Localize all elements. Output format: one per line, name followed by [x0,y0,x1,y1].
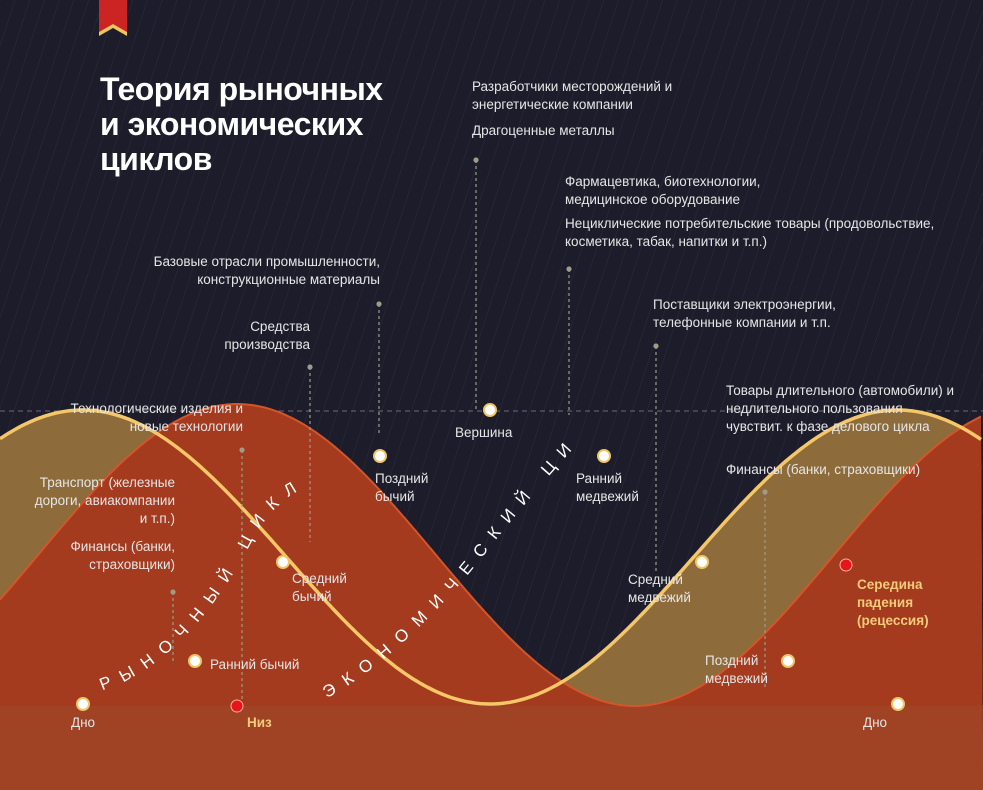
point-early-bull[interactable] [188,654,202,668]
title-line-2: и экономических [100,106,363,142]
sector-pharma: Фармацевтика, биотехнологии, медицинское… [565,174,761,207]
label-bottom-right: Дно [862,715,888,730]
bookmark-icon [99,0,127,32]
label-economic-recession: Середина падения (рецессия) [857,577,929,628]
title-line-3: циклов [100,141,212,177]
label-bottom-left: Дно [70,715,96,730]
label-early-bull: Ранний бычий [210,657,300,672]
point-mid-bull[interactable] [276,555,290,569]
sector-metals: Драгоценные металлы [472,123,615,138]
label-late-bull: Поздний бычий [375,471,429,504]
label-early-bear: Ранний медвежий [576,471,639,504]
bottom-band [0,706,983,790]
economic-cycle-line [0,403,982,707]
point-economic-trough[interactable] [230,699,244,713]
label-peak: Вершина [455,425,513,440]
label-late-bear: Поздний медвежий [705,653,768,686]
title-line-1: Теория рыночных [100,71,383,107]
point-bottom-right[interactable] [891,697,905,711]
point-early-bear[interactable] [597,449,611,463]
point-mid-bear[interactable] [695,555,709,569]
page-title: Теория рыночных и экономических циклов [100,72,420,177]
sector-durables: Товары длительного (автомобили) и недлит… [726,383,955,434]
point-peak[interactable] [483,403,497,417]
point-bottom-left[interactable] [76,697,90,711]
connector-lines [172,160,766,700]
market-cycle-points [76,403,905,711]
label-mid-bull: Средний бычий [292,571,347,604]
point-late-bear[interactable] [781,654,795,668]
connector-dots [170,157,768,595]
bookmark-accent [99,24,127,36]
sector-capital-goods: Средства производства [224,319,310,352]
sector-transport: Транспорт (железные дороги, авиакомпании… [34,475,175,526]
sector-noncyclical: Нециклические потребительские товары (пр… [565,216,935,249]
sector-finance-left: Финансы (банки, страховщики) [70,539,175,572]
sector-tech: Технологические изделия и новые технолог… [70,401,243,434]
sector-utilities: Поставщики электроэнергии, телефонные ко… [653,297,836,330]
market-cycle-line [0,408,982,706]
sector-basic-industry: Базовые отрасли промышленности, конструк… [153,254,380,287]
label-economic-trough: Низ [247,715,272,730]
point-economic-recession[interactable] [839,558,853,572]
point-late-bull[interactable] [373,449,387,463]
sector-finance-right: Финансы (банки, страховщики) [726,462,921,477]
sector-energy: Разработчики месторождений и энергетичес… [472,79,673,112]
label-mid-bear: Средний медвежий [628,572,691,605]
